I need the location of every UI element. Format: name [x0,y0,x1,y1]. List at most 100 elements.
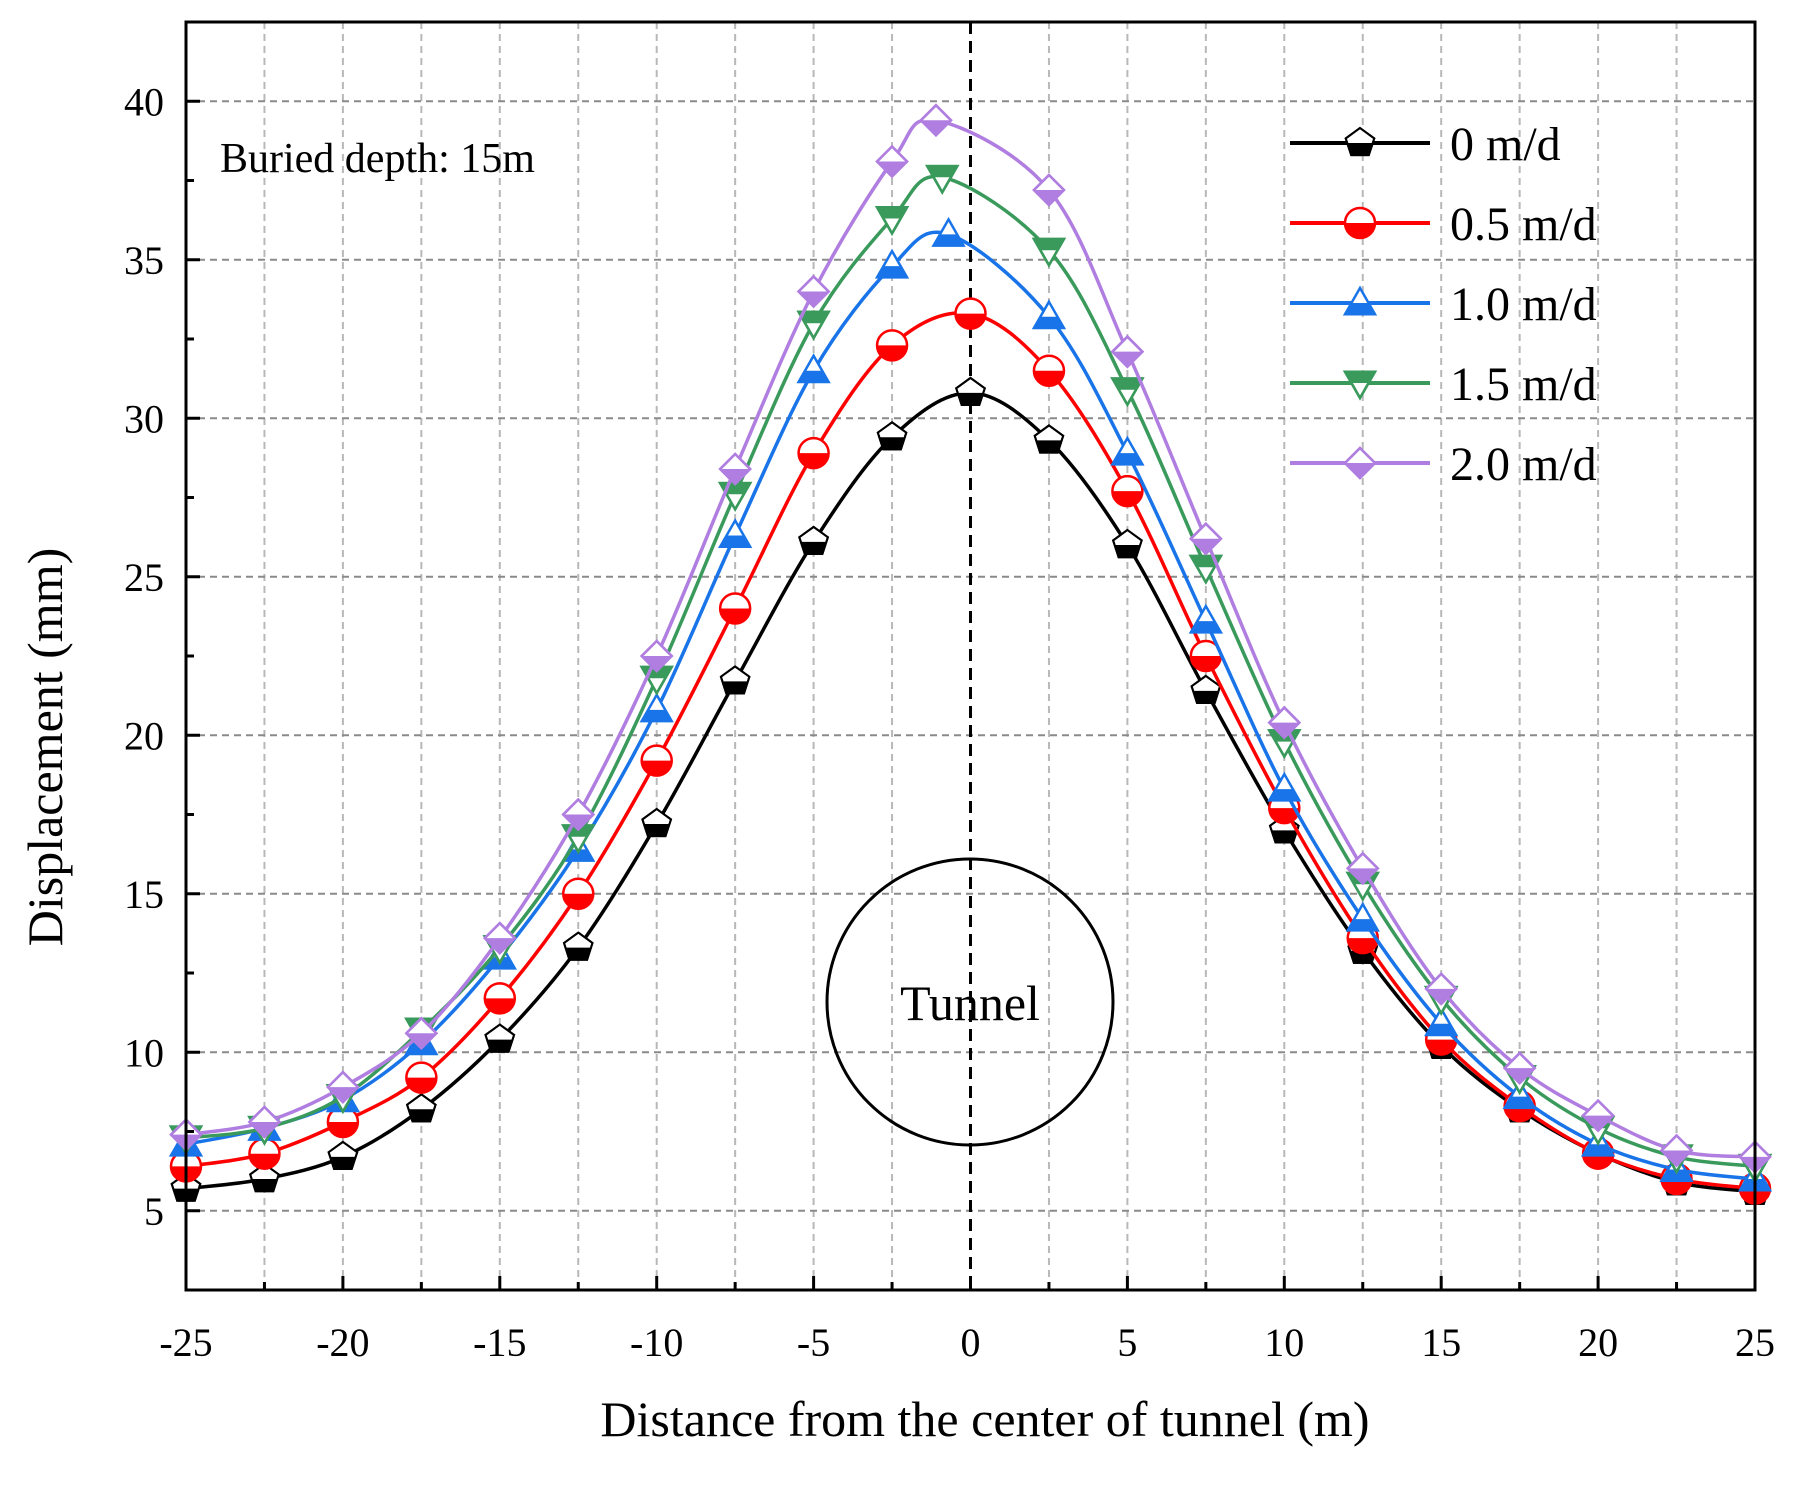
data-point [1345,901,1380,932]
data-point [1424,972,1458,1006]
data-point [483,982,517,1015]
data-point [326,1105,360,1139]
legend-marker [1342,370,1378,401]
data-point [561,797,596,832]
data-point [955,376,986,406]
data-point [562,877,595,910]
legend-label: 0 m/d [1450,118,1561,171]
legend-item: 1.5 m/d [1290,358,1597,411]
data-point [875,144,909,179]
data-point [717,518,753,549]
data-point [1110,377,1145,408]
y-tick-label: 10 [124,1030,164,1075]
data-point [718,592,752,625]
data-point [1188,603,1224,634]
data-point [931,216,966,247]
y-axis-title: Displacement (mm) [17,548,73,947]
buried-depth-annotation: Buried depth: 15m [220,136,535,182]
legend-label: 2.0 m/d [1450,438,1597,491]
data-point [718,452,752,486]
axis-ticks [184,20,1757,1292]
data-point [1267,705,1302,740]
legend-marker [1344,126,1376,157]
x-tick-label: -10 [630,1320,683,1365]
data-point [1581,1098,1615,1133]
data-point [247,1105,282,1139]
y-tick-label: 35 [124,238,164,283]
data-point [484,1023,516,1053]
data-point [1111,528,1143,559]
x-tick-label: 15 [1421,1320,1461,1365]
y-tick-label: 40 [124,79,164,124]
data-point [797,436,830,470]
data-point [1189,521,1223,556]
y-tick-label: 5 [144,1189,164,1234]
x-tick-label: -15 [473,1320,526,1365]
data-point [925,164,960,195]
data-point [798,525,830,555]
data-point [1502,1051,1537,1085]
data-point [1110,334,1145,369]
data-point [1033,424,1065,454]
legend-item: 1.0 m/d [1290,278,1597,331]
data-point [1032,173,1066,207]
data-point [1345,851,1380,886]
data-point [796,310,831,341]
data-point [1267,771,1302,802]
series-4 [169,103,1772,1174]
x-tick-label: -25 [159,1320,212,1365]
data-point [876,421,908,451]
legend: 0 m/d 0.5 m/d 1.0 m/d 1.5 m/d 2.0 m/d [1290,118,1597,491]
data-point [562,931,594,961]
x-tick-label: 25 [1735,1320,1775,1365]
data-point [1031,237,1067,268]
data-point [639,639,674,673]
y-tick-label: 20 [124,713,164,758]
data-point [874,248,910,279]
data-point [405,1093,437,1123]
x-axis-title: Distance from the center of tunnel (m) [600,1391,1369,1447]
y-tick-label: 15 [124,872,164,917]
legend-label: 1.5 m/d [1450,358,1597,411]
legend-label: 1.0 m/d [1450,278,1597,331]
legend-label: 0.5 m/d [1450,198,1597,251]
data-point [639,692,674,723]
x-tick-labels: -25 -20 -15 -10 -5 0 5 10 15 20 25 [159,1320,1775,1365]
data-point [1659,1133,1694,1168]
x-tick-label: 10 [1264,1320,1304,1365]
x-tick-label: 20 [1578,1320,1618,1365]
data-point [1032,354,1066,387]
data-point [641,807,673,838]
data-point [248,1137,281,1170]
legend-item: 0 m/d [1290,118,1561,171]
data-point [874,206,910,237]
legend-item: 0.5 m/d [1290,198,1597,251]
data-point [1110,435,1145,466]
x-tick-label: 5 [1117,1320,1137,1365]
data-point [919,103,953,138]
data-point [875,329,909,362]
y-tick-label: 30 [124,396,164,441]
y-tick-label: 25 [124,555,164,600]
x-tick-label: 0 [961,1320,981,1365]
data-point [326,1070,360,1104]
data-point [1031,299,1067,330]
data-point [404,1016,439,1050]
data-point [719,665,751,695]
data-point [954,297,987,330]
data-point [1424,1006,1459,1037]
legend-marker [1342,285,1378,316]
y-tick-labels: 5 10 15 20 25 30 35 40 [124,79,164,1234]
data-point [796,353,831,384]
x-tick-label: -20 [316,1320,369,1365]
data-point [1111,474,1144,508]
series-group [168,103,1773,1205]
data-point [796,274,831,309]
data-point [483,921,517,955]
legend-marker [1343,206,1377,240]
data-point [1190,674,1222,704]
legend-marker [1343,446,1377,480]
data-point [327,1140,359,1170]
data-point [405,1061,438,1094]
